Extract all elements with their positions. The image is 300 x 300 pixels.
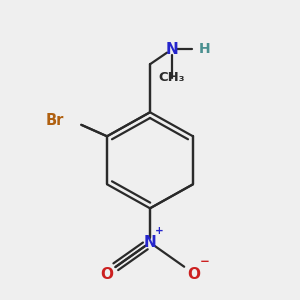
Text: −: − — [200, 255, 209, 268]
Text: Br: Br — [46, 113, 64, 128]
Text: O: O — [187, 267, 200, 282]
Text: N: N — [144, 235, 156, 250]
Text: CH₃: CH₃ — [158, 71, 185, 85]
Text: H: H — [199, 42, 211, 56]
Text: O: O — [100, 267, 113, 282]
Text: +: + — [155, 226, 164, 236]
Text: N: N — [165, 42, 178, 57]
